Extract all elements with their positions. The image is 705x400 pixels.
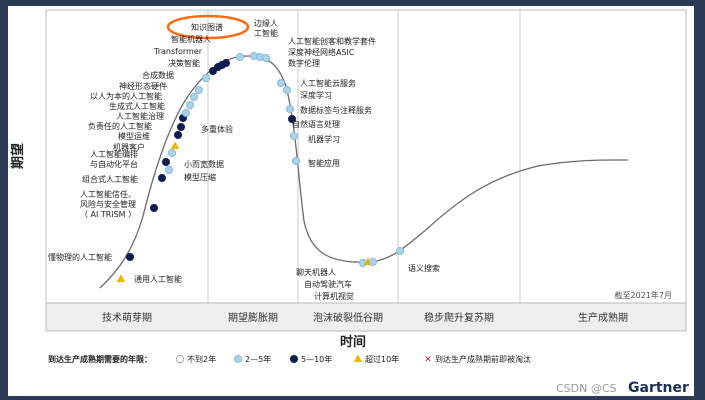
phase-label-slope: 稳步爬升复苏期 — [424, 311, 494, 324]
legend-marker — [233, 354, 242, 363]
data-point-label: Transformer — [153, 47, 203, 56]
phase-label-trigger: 技术萌芽期 — [102, 311, 152, 324]
data-point — [289, 132, 298, 141]
data-point — [282, 86, 291, 95]
legend-marker — [289, 354, 298, 363]
data-point-label: 人工智能创客和教学套件 — [288, 36, 376, 46]
data-point-label: 通用人工智能 — [134, 274, 182, 284]
data-point-label: 组合式人工智能 — [82, 174, 138, 184]
legend-marker — [175, 354, 184, 363]
data-point-label: 多重体验 — [201, 124, 233, 134]
data-point — [161, 157, 170, 166]
phase-band — [45, 302, 687, 332]
hype-cycle-chart: 技术萌芽期 期望膨胀期 泡沫破裂低谷期 稳步爬升复苏期 生产成熟期 期望 时间 … — [10, 9, 689, 396]
data-point — [149, 203, 158, 212]
data-point — [164, 165, 173, 174]
legend-marker — [353, 354, 363, 362]
phase-label-peak: 期望膨胀期 — [228, 311, 278, 324]
data-point-label: 模型压缩 — [184, 172, 216, 182]
data-point-label: 计算机视觉 — [314, 291, 354, 301]
data-point-label: 智能应用 — [308, 158, 340, 168]
date-note: 截至2021年7月 — [615, 290, 672, 300]
data-point-label: 生成式人工智能 — [109, 101, 165, 111]
legend-label: 5—10年 — [301, 354, 332, 364]
data-point-label: 知识图谱 — [191, 22, 223, 32]
data-point — [287, 115, 296, 124]
data-point-label: 聊天机器人 — [296, 267, 336, 277]
plot-area — [45, 9, 687, 304]
legend: 到达生产成熟期需要的年限： 不到2年 2—5年 5—10年 超过10年 ✕ 到达生产成熟期… — [48, 354, 531, 365]
data-point — [116, 274, 126, 282]
phase-label-trough: 泡沫破裂低谷期 — [313, 311, 383, 324]
legend-items: 不到2年 2—5年 5—10年 超过10年 ✕ 到达生产成熟期前即被淘汰 — [175, 354, 531, 365]
data-point-label: 机器客户 — [113, 142, 145, 152]
legend-label: 超过10年 — [365, 354, 399, 364]
data-labels: 通用人工智能 懂物理的人工智能 人工智能信任、风险与安全管理（ AI TRiSM ）… — [48, 18, 440, 301]
data-point-label: 自动驾驶汽车 — [304, 279, 352, 289]
data-point-label: 小而宽数据 — [184, 159, 224, 169]
data-point — [181, 109, 190, 118]
data-point — [285, 105, 294, 114]
legend-label: 到达生产成熟期前即被淘汰 — [435, 354, 531, 364]
data-point-label: 决策智能 — [168, 58, 200, 68]
data-point — [261, 54, 270, 63]
data-point — [291, 156, 300, 165]
x-axis-title: 时间 — [340, 334, 366, 350]
data-point-label: 人工智能编排与自动化平台 — [90, 149, 138, 169]
data-point — [185, 101, 194, 110]
data-point-label: 边缘人工智能 — [254, 18, 278, 38]
data-point-label: 懂物理的人工智能 — [48, 252, 112, 262]
data-points — [116, 52, 404, 282]
legend-label: 不到2年 — [187, 354, 216, 364]
data-point-label: 模型运维 — [118, 131, 150, 141]
data-point — [368, 257, 377, 266]
data-point — [395, 246, 404, 255]
data-point — [176, 123, 185, 132]
data-point-label: 人工智能信任、风险与安全管理（ AI TRiSM ） — [80, 189, 136, 219]
y-axis-title: 期望 — [10, 143, 26, 169]
data-point-label: 智能机器人 — [171, 34, 211, 44]
data-point-label: 以人为本的人工智能 — [90, 91, 162, 101]
legend-marker: ✕ — [424, 355, 432, 365]
data-point-label: 合成数据 — [142, 70, 174, 80]
data-point-label: 神经形态硬件 — [119, 81, 167, 91]
data-point-label: 深度神经网络ASIC — [288, 47, 355, 57]
data-point — [170, 141, 180, 149]
phase-labels: 技术萌芽期 期望膨胀期 泡沫破裂低谷期 稳步爬升复苏期 生产成熟期 — [102, 311, 628, 324]
data-point — [167, 148, 176, 157]
data-point-label: 深度学习 — [300, 90, 332, 100]
data-point-label: 人工智能治理 — [116, 111, 164, 121]
highlight-ellipse — [166, 14, 250, 40]
data-point-label: 负责任的人工智能 — [88, 121, 152, 131]
data-point-label: 机器学习 — [308, 134, 340, 144]
legend-label: 2—5年 — [245, 354, 271, 364]
data-point — [276, 79, 285, 88]
data-point-label: 人工智能云服务 — [300, 78, 356, 88]
data-point-label: 数据标签与注释服务 — [300, 105, 372, 115]
chart-card: 技术萌芽期 期望膨胀期 泡沫破裂低谷期 稳步爬升复苏期 生产成熟期 期望 时间 … — [8, 6, 694, 396]
watermark: CSDN @CS — [556, 382, 617, 395]
data-point — [126, 252, 135, 261]
data-point — [235, 53, 244, 62]
phase-label-plateau: 生产成熟期 — [578, 311, 628, 324]
data-point-label: 数字伦理 — [288, 58, 320, 68]
data-point — [201, 74, 210, 83]
data-point — [173, 131, 182, 140]
data-point — [221, 59, 230, 68]
data-point-label: 自然语言处理 — [292, 119, 340, 129]
gartner-logo: Gartner — [628, 380, 689, 396]
data-point-label: 语义搜索 — [408, 263, 440, 273]
data-point — [157, 173, 166, 182]
data-point — [194, 86, 203, 95]
legend-title: 到达生产成熟期需要的年限： — [48, 354, 152, 364]
data-point — [189, 93, 198, 102]
